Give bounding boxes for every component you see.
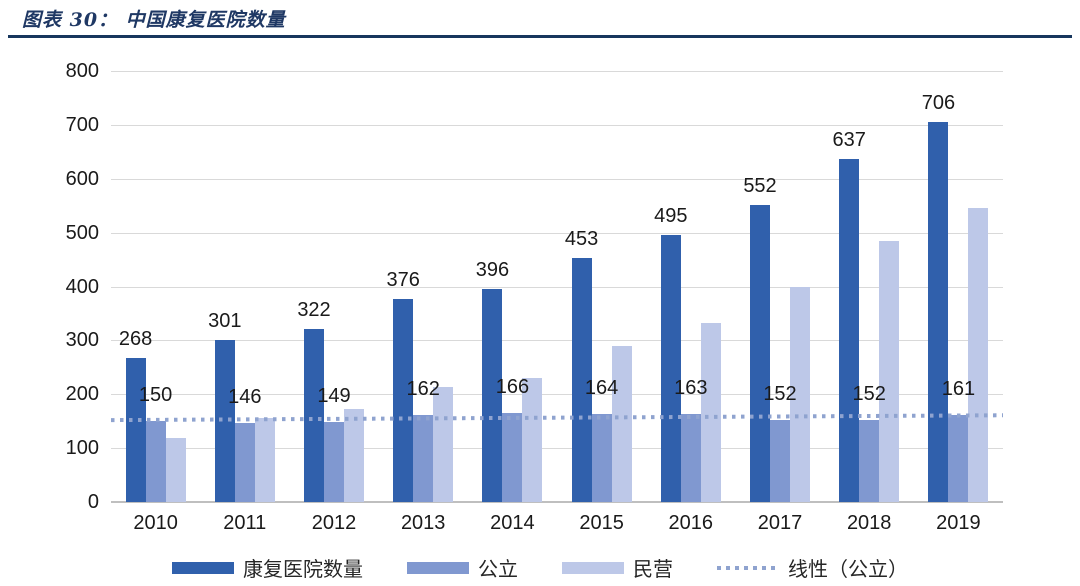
bar-public-2015 bbox=[591, 413, 612, 502]
x-axis-label-2010: 2010 bbox=[133, 512, 178, 534]
figure-title: 图表 30： 中国康复医院数量 bbox=[22, 9, 286, 31]
x-axis-label-2018: 2018 bbox=[846, 512, 892, 534]
bar-private-2019 bbox=[968, 208, 989, 502]
bar-public-2019 bbox=[948, 415, 969, 502]
bar-private-2013 bbox=[433, 386, 454, 502]
bar-private-2016 bbox=[700, 323, 721, 502]
bar-public-2010 bbox=[145, 421, 166, 502]
bar-total-2013 bbox=[393, 299, 414, 502]
legend-item-trend-public: 线性（公立） bbox=[717, 553, 908, 582]
data-label-public-2012: 149 bbox=[317, 384, 351, 407]
data-label-public-2014: 166 bbox=[495, 375, 530, 398]
legend-item-public: 公立 bbox=[407, 553, 518, 582]
bar-public-2011 bbox=[234, 423, 255, 502]
trendline-trend-public bbox=[110, 413, 1004, 423]
data-label-total-2017: 552 bbox=[743, 174, 777, 197]
bar-total-2018 bbox=[839, 158, 860, 502]
bar-private-2011 bbox=[254, 418, 275, 502]
bar-total-2011 bbox=[214, 339, 235, 502]
x-axis-label-2013: 2013 bbox=[400, 512, 446, 534]
gridline bbox=[111, 448, 1003, 450]
gridline bbox=[111, 286, 1003, 288]
y-axis-label: 0 bbox=[87, 491, 99, 513]
bar-total-2017 bbox=[750, 204, 770, 502]
gridline bbox=[111, 71, 1003, 72]
data-label-total-2014: 396 bbox=[475, 258, 510, 281]
data-label-public-2019: 161 bbox=[941, 378, 976, 401]
x-axis-label-2016: 2016 bbox=[668, 512, 714, 534]
gridline bbox=[111, 232, 1003, 234]
x-axis-label-2011: 2011 bbox=[223, 512, 267, 534]
data-label-total-2013: 376 bbox=[386, 269, 420, 292]
legend-swatch-public bbox=[407, 561, 469, 574]
x-axis-label-2019: 2019 bbox=[936, 512, 981, 534]
gridline bbox=[111, 340, 1003, 342]
legend-swatch-trend-public bbox=[717, 565, 779, 570]
x-axis-line bbox=[111, 501, 1003, 503]
bar-total-2015 bbox=[571, 257, 592, 502]
bar-total-2016 bbox=[660, 235, 681, 502]
data-label-public-2016: 163 bbox=[674, 377, 708, 400]
legend-label-private: 民营 bbox=[633, 557, 673, 581]
data-label-public-2018: 152 bbox=[852, 383, 886, 406]
bar-private-2010 bbox=[165, 438, 186, 502]
legend-label-total: 康复医院数量 bbox=[243, 557, 363, 581]
x-axis-label-2017: 2017 bbox=[757, 512, 803, 534]
bar-private-2017 bbox=[790, 286, 810, 502]
bar-public-2017 bbox=[770, 420, 790, 502]
bar-public-2018 bbox=[859, 420, 880, 502]
gridline bbox=[111, 178, 1003, 180]
data-label-public-2011: 146 bbox=[228, 386, 262, 409]
bar-private-2014 bbox=[522, 378, 543, 502]
data-label-public-2013: 162 bbox=[406, 377, 440, 400]
y-axis-label: 600 bbox=[65, 167, 99, 190]
bar-total-2014 bbox=[482, 288, 503, 502]
y-axis-label: 200 bbox=[65, 383, 99, 406]
legend-item-total: 康复医院数量 bbox=[172, 553, 363, 582]
legend-label-public: 公立 bbox=[478, 557, 518, 581]
title-underline bbox=[8, 35, 1072, 38]
gridline bbox=[111, 124, 1003, 126]
data-label-total-2018: 637 bbox=[832, 128, 866, 151]
data-label-total-2015: 453 bbox=[564, 227, 599, 250]
x-axis-label-2015: 2015 bbox=[579, 512, 624, 534]
bar-total-2012 bbox=[304, 328, 324, 502]
data-label-total-2019: 706 bbox=[921, 91, 956, 114]
bar-total-2010 bbox=[125, 357, 146, 502]
y-axis-label: 100 bbox=[65, 437, 99, 460]
x-axis-label-2014: 2014 bbox=[490, 512, 535, 534]
data-label-public-2010: 150 bbox=[138, 384, 173, 407]
bar-total-2019 bbox=[928, 121, 949, 502]
chart-legend: 康复医院数量 公立 民营 线性（公立） bbox=[0, 553, 1080, 582]
y-axis-label: 300 bbox=[65, 329, 99, 352]
data-label-total-2016: 495 bbox=[654, 205, 688, 228]
data-label-public-2017: 152 bbox=[763, 383, 797, 406]
data-label-total-2012: 322 bbox=[297, 298, 331, 321]
data-label-total-2010: 268 bbox=[118, 327, 153, 350]
bar-private-2015 bbox=[611, 346, 632, 502]
bar-public-2014 bbox=[502, 412, 523, 502]
data-label-public-2015: 164 bbox=[584, 376, 619, 399]
y-axis-label: 800 bbox=[65, 60, 99, 82]
legend-swatch-total bbox=[172, 561, 234, 574]
bar-public-2016 bbox=[680, 414, 701, 502]
bar-public-2012 bbox=[324, 421, 344, 502]
bar-private-2018 bbox=[879, 240, 900, 502]
y-axis-label: 700 bbox=[65, 113, 99, 136]
y-axis-label: 500 bbox=[65, 221, 99, 244]
legend-swatch-private bbox=[562, 561, 624, 574]
y-axis-label: 400 bbox=[65, 275, 99, 298]
x-axis-label-2012: 2012 bbox=[311, 512, 357, 534]
bar-public-2013 bbox=[413, 414, 434, 502]
gridline bbox=[111, 394, 1003, 396]
legend-item-private: 民营 bbox=[562, 553, 673, 582]
bar-private-2012 bbox=[344, 408, 364, 502]
data-label-total-2011: 301 bbox=[208, 309, 242, 332]
legend-label-trend-public: 线性（公立） bbox=[788, 557, 908, 581]
